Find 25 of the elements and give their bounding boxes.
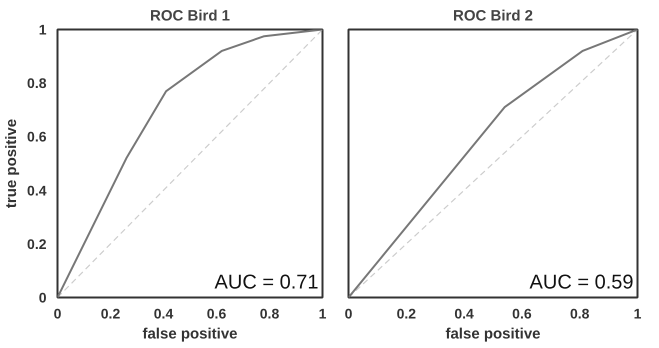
x-tick-label: 0.2 xyxy=(396,306,416,322)
y-tick-label: 1 xyxy=(38,22,47,38)
x-axis-title: false positive xyxy=(445,326,541,342)
y-tick-label: 0.8 xyxy=(27,75,47,92)
x-tick-label: 0.4 xyxy=(154,306,174,322)
chart-title: ROC Bird 1 xyxy=(150,8,230,24)
y-axis-title: true positive xyxy=(3,118,20,208)
annotation: AUC = 0.71 xyxy=(214,272,319,294)
y-tick-label: 0.2 xyxy=(27,236,47,252)
x-axis-title: false positive xyxy=(142,326,238,342)
x-tick-label: 0 xyxy=(54,306,62,322)
x-tick-label: 0.6 xyxy=(512,306,532,322)
x-tick-label: 0.8 xyxy=(570,306,590,322)
annotation: AUC = 0.59 xyxy=(530,272,634,294)
x-tick-label: 0 xyxy=(344,306,353,322)
chart-title: ROC Bird 2 xyxy=(452,8,534,24)
y-tick-label: 0.4 xyxy=(27,182,47,198)
x-tick-label: 0.2 xyxy=(100,306,120,322)
x-tick-label: 1 xyxy=(634,306,642,322)
x-tick-label: 0.4 xyxy=(454,306,474,322)
y-tick-label: 0.6 xyxy=(27,128,47,145)
x-tick-label: 0.6 xyxy=(206,306,226,322)
x-tick-label: 0.8 xyxy=(260,306,280,322)
x-tick-label: 1 xyxy=(318,306,327,322)
y-tick-label: 0 xyxy=(38,290,47,306)
